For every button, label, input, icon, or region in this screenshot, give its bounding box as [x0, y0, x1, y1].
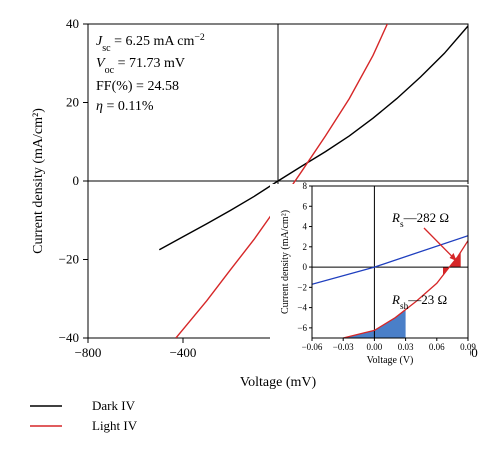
- annotation-jsc-main: J: [96, 34, 103, 49]
- legend: Dark IV Light IV: [30, 398, 138, 433]
- y-tick-label: −40: [59, 330, 79, 345]
- legend-label-dark-iv: Dark IV: [92, 398, 136, 413]
- inset-x-tick-label: 0.00: [367, 342, 383, 352]
- rsh-shaded-region: [348, 309, 406, 338]
- inset-y-tick-label: 2: [303, 242, 308, 252]
- inset-y-axis-label: Current density (mA/cm²): [280, 210, 291, 314]
- x-axis-label: Voltage (mV): [240, 375, 317, 390]
- inset-y-tick-label: −6: [297, 323, 307, 333]
- y-tick-label: −20: [59, 252, 79, 267]
- annotation-rsh-subscript: sh: [400, 302, 409, 312]
- legend-label-light-iv: Light IV: [92, 418, 138, 433]
- inset-series-line-blue: [312, 235, 468, 285]
- annotation-voc-main: V: [96, 56, 106, 71]
- annotation-voc-text: = 71.73 mV: [114, 56, 185, 71]
- annotation-rsh-main: R: [391, 292, 400, 307]
- annotation-rs-main: R: [391, 210, 400, 225]
- inset-frame: [311, 185, 469, 339]
- y-tick-label: 20: [66, 95, 79, 110]
- annotation-jsc-text: = 6.25 mA cm: [111, 34, 195, 49]
- annotation-rs-subscript: s: [400, 220, 404, 230]
- inset-y-tick-label: −2: [297, 282, 307, 292]
- x-tick-label: −400: [170, 345, 197, 360]
- inset-plot: −0.06 −0.03 0.00 0.03 0.06 0.09 −6 −4 −2 0 2 4 6 8 Vol…: [270, 181, 476, 368]
- annotation-jsc: Jsc = 6.25 mA cm−2: [96, 32, 205, 54]
- annotation-eta-main: η: [96, 99, 103, 114]
- annotation-eta-text: = 0.11%: [103, 99, 154, 114]
- annotation-rsh-text: —23 Ω: [407, 292, 447, 307]
- annotation-rsh: Rsh—23 Ω: [391, 292, 447, 312]
- x-tick-label: −800: [75, 345, 102, 360]
- inset-y-tick-label: −4: [297, 303, 307, 313]
- y-tick-label: 40: [66, 16, 79, 31]
- inset-y-tick-label: 6: [303, 201, 308, 211]
- rs-arrow-line: [423, 227, 458, 262]
- inset-x-tick-label: 0.06: [429, 342, 445, 352]
- inset-series-line-red: [343, 240, 468, 338]
- annotation-voc: Voc = 71.73 mV: [96, 56, 185, 76]
- annotation-jsc-superscript: −2: [194, 32, 205, 43]
- annotation-rs: Rs—282 Ω: [391, 210, 449, 230]
- inset-x-tick-label: 0.03: [398, 342, 414, 352]
- inset-y-tick-label: 4: [303, 222, 308, 232]
- inset-x-tick-label: −0.06: [302, 342, 323, 352]
- inset-y-tick-label: 8: [303, 181, 308, 191]
- series-line-dark-iv: [158, 25, 468, 251]
- annotation-ff-main: FF(%) = 24.58: [96, 79, 179, 94]
- inset-x-tick-label: −0.03: [333, 342, 354, 352]
- rs-arrow-head: [449, 252, 457, 261]
- annotation-jsc-subscript: sc: [102, 43, 111, 54]
- y-axis-label: Current density (mA/cm²): [31, 108, 46, 254]
- annotation-voc-subscript: oc: [105, 65, 115, 76]
- annotation-ff: FF(%) = 24.58: [96, 79, 179, 94]
- inset-x-tick-label: 0.09: [460, 342, 476, 352]
- y-tick-label: 0: [73, 173, 80, 188]
- annotation-eta: η = 0.11%: [96, 99, 154, 114]
- annotation-rs-text: —282 Ω: [403, 210, 449, 225]
- inset-y-tick-label: 0: [303, 262, 308, 272]
- inset-x-axis-label: Voltage (V): [367, 355, 414, 366]
